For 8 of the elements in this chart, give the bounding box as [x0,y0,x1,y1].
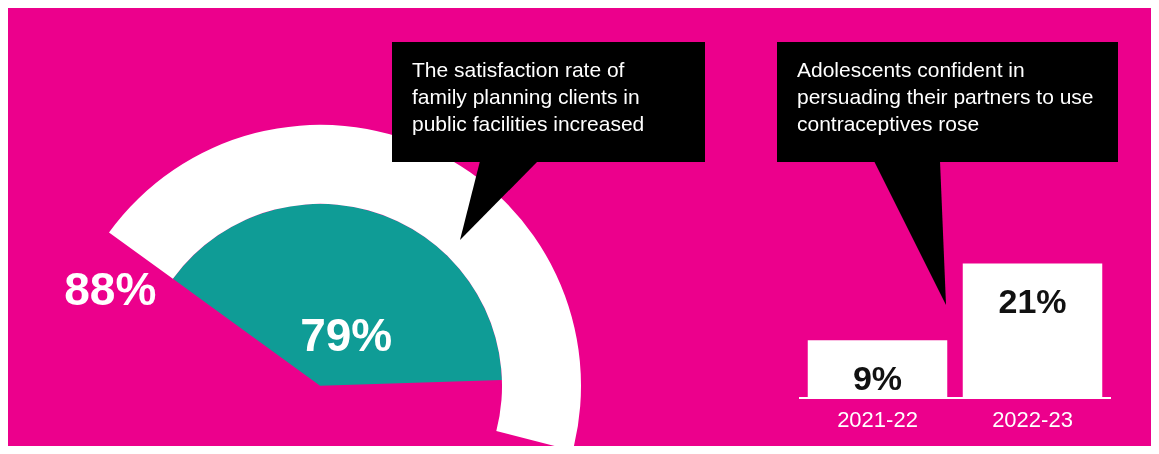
text: Adolescents confident in persuading their partners to use contraceptives rose [777,42,1118,162]
data-label: 88% [64,263,157,316]
text: The satisfaction rate of family planning clients in public facilities increased [392,42,705,162]
data-label: 21% [998,281,1067,320]
data-label: 79% [300,308,393,361]
x-tick-label: 2021-22 [837,406,918,432]
x-tick-label: 2022-23 [992,406,1073,432]
data-label: 9% [852,358,903,397]
